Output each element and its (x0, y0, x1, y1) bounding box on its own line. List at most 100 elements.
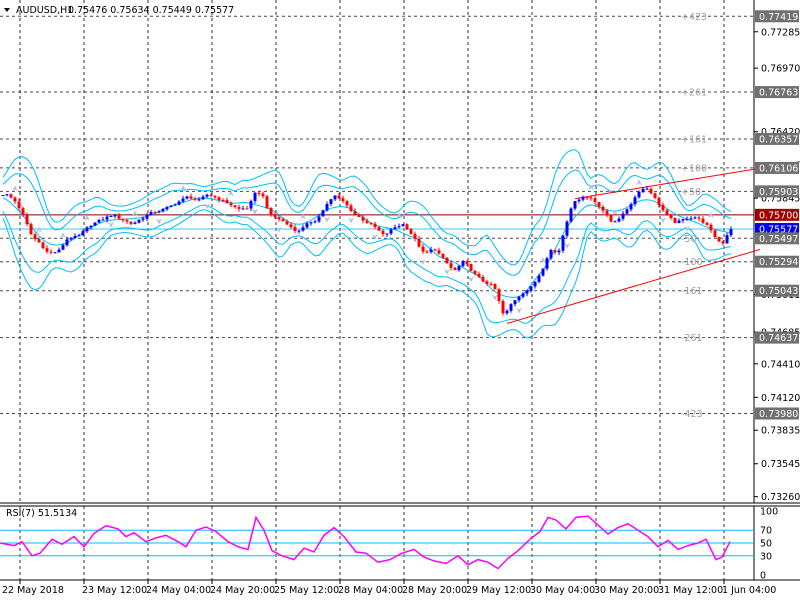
candle-body (373, 223, 377, 228)
candle-body (537, 275, 541, 282)
price-axis-labels: 0.772850.769700.764200.758450.750110.746… (754, 10, 800, 503)
price-level-box-label: 0.75700 (759, 210, 798, 221)
candle-body (177, 201, 181, 205)
candle-body (281, 219, 285, 222)
fractal-down-icon (372, 234, 378, 241)
candle-body (261, 193, 265, 197)
time-tick-label: 24 May 20:00 (210, 585, 275, 596)
chevron-down-icon[interactable] (4, 8, 10, 12)
price-level-box (755, 208, 799, 221)
price-level-box (755, 10, 799, 23)
candle-body (157, 211, 161, 213)
candle-body (221, 200, 225, 202)
candle-body (617, 218, 621, 222)
candle-body (581, 197, 585, 200)
candle-body (305, 223, 309, 228)
price-level-box-label: 0.76357 (759, 134, 798, 145)
candle-body (561, 235, 565, 251)
candlesticks (1, 186, 733, 316)
rsi-tick-label: 0 (760, 571, 766, 582)
candle-body (645, 188, 649, 190)
fractal-up-icon (540, 257, 546, 264)
price-level-box (755, 132, 799, 145)
time-tick-label: 22 May 2018 (2, 585, 64, 596)
candle-body (145, 215, 149, 219)
candle-body (393, 227, 397, 230)
candle-body (529, 286, 533, 291)
candle-body (61, 245, 65, 250)
candle-body (85, 227, 89, 232)
candle-body (161, 209, 165, 212)
candle-body (549, 249, 553, 259)
candle-body (57, 249, 61, 253)
time-tick-label: 28 May 20:00 (402, 585, 467, 596)
candle-body (121, 218, 125, 221)
price-tick-label: 0.73545 (761, 459, 800, 470)
fractal-up-icon (132, 210, 138, 217)
candle-body (457, 265, 461, 271)
fibo-label: -261 (681, 333, 703, 344)
candle-body (73, 236, 77, 239)
candle-body (265, 196, 269, 208)
fractal-up-icon (636, 179, 642, 186)
candle-body (97, 219, 101, 223)
candle-body (325, 204, 329, 211)
candle-body (637, 191, 641, 198)
fractal-down-icon (156, 218, 162, 225)
rsi-tick-label: 50 (760, 539, 772, 550)
candle-body (225, 200, 229, 204)
candle-body (361, 216, 365, 221)
fractal-down-icon (660, 216, 666, 223)
candle-body (501, 300, 505, 314)
candle-body (21, 208, 25, 215)
candle-body (661, 204, 665, 211)
candle-body (709, 224, 713, 231)
fibo-label: +423 (681, 12, 707, 23)
candle-body (569, 208, 573, 222)
candle-body (13, 197, 17, 202)
candle-body (5, 194, 9, 196)
candle-body (489, 283, 493, 285)
price-level-box (755, 185, 799, 198)
trendline[interactable] (506, 248, 761, 324)
bollinger-lower-line (2, 204, 732, 324)
candle-body (273, 214, 277, 218)
fractal-down-icon (108, 221, 114, 228)
horizontal-levels (0, 15, 754, 414)
rsi-tick-label: 100 (760, 507, 778, 518)
candle-body (525, 290, 529, 294)
candle-body (321, 210, 325, 217)
time-tick-label: 29 May 12:00 (466, 585, 531, 596)
candle-body (585, 197, 589, 199)
candle-body (665, 210, 669, 215)
candle-body (301, 227, 305, 231)
fractal-down-icon (468, 276, 474, 283)
candle-body (285, 221, 289, 225)
bollinger-upper-line (2, 169, 732, 276)
candle-body (713, 230, 717, 238)
candle-body (369, 222, 373, 224)
candle-body (357, 214, 361, 217)
price-level-box (755, 86, 799, 99)
candle-body (181, 198, 185, 202)
candle-body (573, 201, 577, 209)
candle-body (421, 246, 425, 252)
candle-body (53, 252, 57, 254)
candle-body (93, 222, 97, 226)
candle-body (673, 217, 677, 223)
fractal-down-icon (516, 307, 522, 314)
price-level-box-label: 0.77419 (759, 12, 798, 23)
price-level-box-label: 0.75043 (759, 286, 798, 297)
candle-body (41, 242, 45, 249)
candle-body (413, 234, 417, 239)
candle-body (313, 221, 317, 223)
fractal-up-icon (12, 185, 18, 192)
candle-body (193, 198, 197, 200)
candle-body (725, 235, 729, 244)
candle-body (557, 250, 561, 253)
candle-body (109, 216, 113, 218)
time-tick-label: 1 Jun 04:00 (722, 585, 776, 596)
candle-body (249, 200, 253, 209)
